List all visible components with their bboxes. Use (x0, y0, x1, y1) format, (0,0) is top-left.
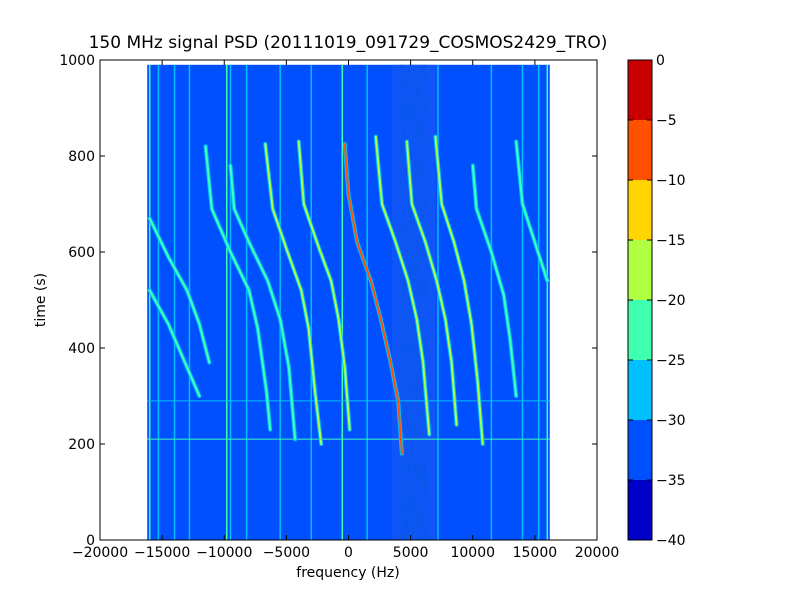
chart-title: 150 MHz signal PSD (20111019_091729_COSM… (89, 33, 608, 53)
doppler-trace (405, 140, 458, 426)
colorbar-tick-label: −10 (656, 173, 686, 189)
plot-area: −20000 −15000 −10000 −5000 0 5000 10000 15000 20… (59, 53, 619, 561)
doppler-trace (515, 140, 549, 282)
x-tick-label: 10000 (450, 545, 495, 561)
colorbar-segment (628, 360, 652, 420)
colorbar-segment (628, 420, 652, 480)
doppler-trace (148, 289, 201, 397)
doppler-trace (229, 164, 297, 441)
y-tick-label: 0 (86, 533, 95, 549)
colorbar-tick-label: −40 (656, 533, 686, 549)
y-tick-label: 400 (68, 341, 95, 357)
y-axis-label: time (s) (33, 273, 49, 327)
doppler-trace (148, 217, 211, 364)
spectrogram (147, 64, 550, 540)
colorbar-tick-label: −20 (656, 293, 686, 309)
colorbar-segment (628, 300, 652, 360)
doppler-trace (343, 143, 403, 455)
colorbar-segment (628, 180, 652, 240)
doppler-trace (374, 135, 431, 436)
colorbar-segment (628, 480, 652, 540)
x-tick-label: −10000 (196, 545, 252, 561)
doppler-trace (471, 164, 518, 397)
colorbar: −40 −35 −30 −25 −20 −15 −10 −5 0 (627, 53, 686, 549)
y-tick-label: 800 (68, 149, 95, 165)
colorbar-tick-label: −25 (656, 353, 686, 369)
colorbar-tick-label: −35 (656, 473, 686, 489)
x-tick-label: 20000 (575, 545, 620, 561)
colorbar-segment (628, 60, 652, 120)
colorbar-tick-label: −15 (656, 233, 686, 249)
x-tick-label: 0 (344, 545, 353, 561)
colorbar-tick-label: 0 (656, 53, 665, 69)
x-tick-label: 5000 (393, 545, 429, 561)
x-tick-label: −20000 (72, 545, 128, 561)
colorbar-segment (628, 120, 652, 180)
doppler-trace (264, 143, 323, 445)
y-tick-label: 600 (68, 245, 95, 261)
colorbar-tick-label: −30 (656, 413, 686, 429)
x-axis-label: frequency (Hz) (296, 565, 399, 581)
doppler-trace (204, 145, 272, 431)
x-axis: −20000 −15000 −10000 −5000 0 5000 10000 15000 20… (72, 60, 619, 561)
spectrogram-background (147, 64, 550, 540)
doppler-trace (297, 140, 351, 431)
doppler-trace (434, 135, 484, 445)
x-tick-label: −15000 (134, 545, 190, 561)
y-tick-label: 200 (68, 437, 95, 453)
colorbar-segment (628, 240, 652, 300)
x-tick-label: 15000 (513, 545, 558, 561)
x-tick-label: −5000 (263, 545, 310, 561)
y-tick-label: 1000 (59, 53, 95, 69)
y-axis: 0 200 400 600 800 1000 (59, 53, 597, 549)
colorbar-tick-label: −5 (656, 113, 677, 129)
